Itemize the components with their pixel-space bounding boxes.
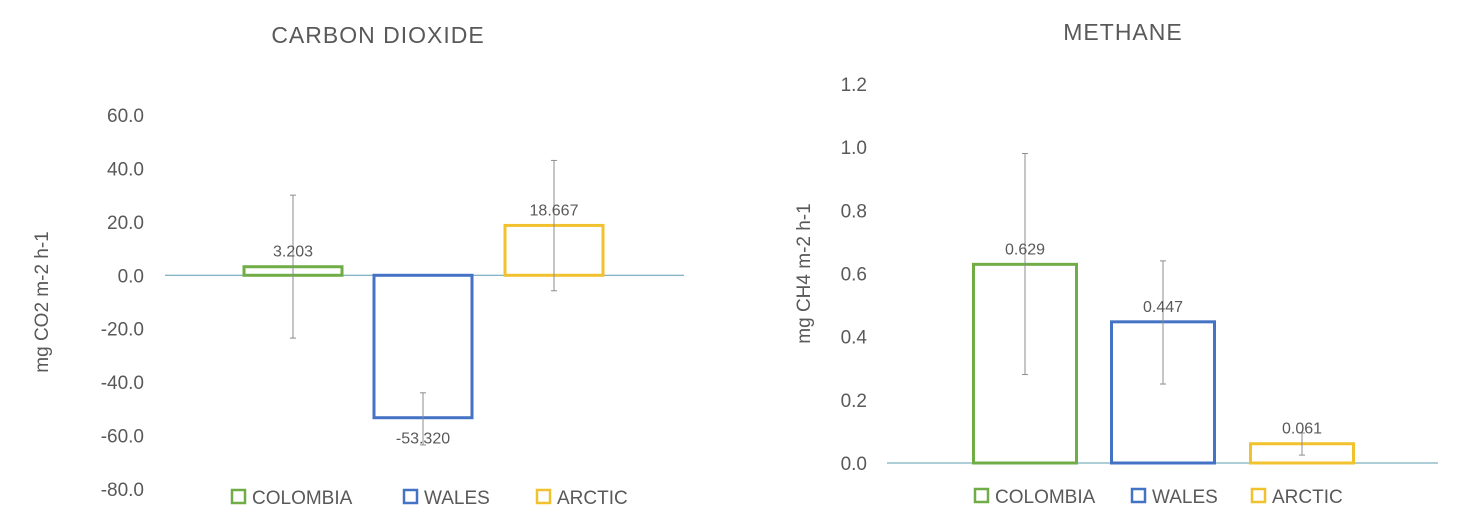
ch4-y-axis-title: mg CH4 m-2 h-1 (794, 203, 815, 343)
ch4-data-label-wales: 0.447 (1143, 299, 1183, 316)
ch4-legend-swatch-arctic (1250, 487, 1267, 504)
co2-y-tick-label: 0.0 (118, 266, 144, 287)
co2-data-label-arctic: 18.667 (530, 202, 579, 219)
co2-y-tick-label: -80.0 (101, 480, 144, 501)
ch4-y-tick-label: 0.0 (841, 454, 867, 475)
co2-y-tick-label: 20.0 (107, 213, 144, 234)
ch4-legend-swatch-colombia (973, 487, 990, 504)
ch4-legend-label-colombia: COLOMBIA (995, 487, 1096, 508)
ch4-chart: METHANE mg CH4 m-2 h-1 1.2 1.0 0.8 0.6 0.4 0.2 0… (794, 19, 1438, 508)
co2-legend-swatch-arctic (535, 488, 552, 505)
ch4-y-tick-label: 1.2 (841, 75, 867, 96)
co2-legend-label-wales: WALES (424, 488, 490, 509)
co2-data-label-wales: -53.320 (396, 431, 450, 448)
ch4-data-label-colombia: 0.629 (1005, 241, 1045, 258)
ch4-chart-panel: METHANE mg CH4 m-2 h-1 1.2 1.0 0.8 0.6 0.4 0.2 0… (720, 0, 1461, 520)
ch4-legend-label-wales: WALES (1152, 487, 1218, 508)
ch4-data-label-arctic: 0.061 (1282, 421, 1322, 438)
ch4-y-tick-label: 0.4 (841, 328, 868, 349)
ch4-y-tick-label: 0.2 (841, 391, 867, 412)
co2-data-label-colombia: 3.203 (273, 244, 313, 261)
co2-chart-title: CARBON DIOXIDE (271, 22, 484, 48)
co2-legend-label-colombia: COLOMBIA (252, 488, 353, 509)
co2-y-tick-label: 40.0 (107, 159, 144, 180)
ch4-y-tick-label: 0.8 (841, 201, 867, 222)
co2-legend-swatch-colombia (230, 488, 247, 505)
co2-y-tick-label: 60.0 (107, 106, 144, 127)
co2-legend-label-arctic: ARCTIC (557, 488, 628, 509)
co2-y-tick-label: -20.0 (101, 320, 144, 341)
co2-chart: CARBON DIOXIDE mg CO2 m-2 h-1 60.0 40.0 20.0… (32, 22, 684, 509)
ch4-y-tick-label: 1.0 (841, 138, 867, 159)
co2-y-axis-title: mg CO2 m-2 h-1 (32, 231, 53, 372)
co2-legend-swatch-wales (402, 488, 419, 505)
ch4-chart-title: METHANE (1063, 19, 1182, 45)
ch4-legend-label-arctic: ARCTIC (1272, 487, 1343, 508)
co2-y-tick-label: -60.0 (101, 427, 144, 448)
ch4-legend-swatch-wales (1130, 487, 1147, 504)
ch4-y-tick-label: 0.6 (841, 265, 867, 286)
co2-y-tick-label: -40.0 (101, 373, 144, 394)
co2-chart-panel: CARBON DIOXIDE mg CO2 m-2 h-1 60.0 40.0 20.0… (0, 0, 720, 520)
